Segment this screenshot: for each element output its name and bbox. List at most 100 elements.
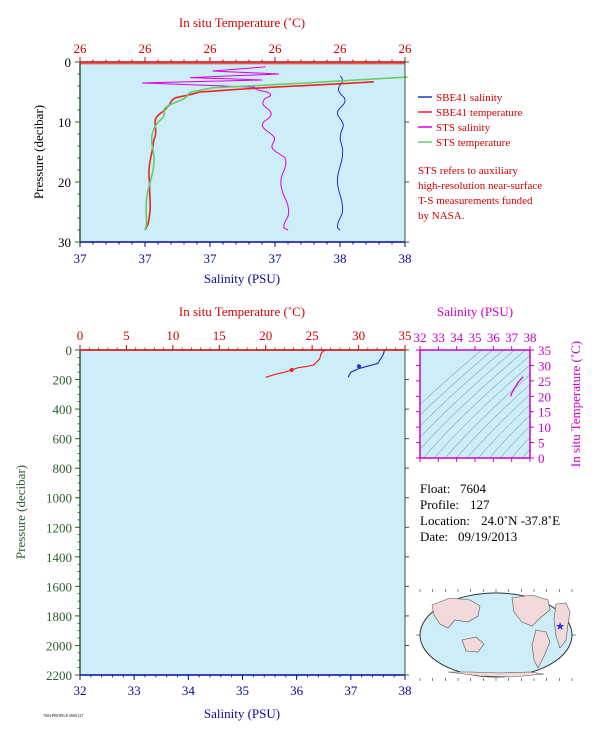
ts-sal-tick-label: 34 [450, 330, 464, 345]
full-profile-pressure-tick-label: 400 [53, 402, 73, 417]
ts-temp-tick-label: 20 [538, 389, 551, 404]
map-ticks [416, 589, 576, 681]
full-profile-sal-tick-label: 36 [290, 683, 304, 698]
map-land-north-america [511, 594, 551, 627]
near-surface-pressure-tick-label: 30 [58, 235, 71, 250]
float-label: Float: [420, 481, 450, 496]
ts-series-profile [510, 376, 524, 397]
ts-density-contour [420, 350, 483, 406]
near-surface-sal-tick-label: 37 [269, 251, 283, 266]
full-profile-pressure-tick-label: 2200 [46, 668, 72, 683]
near-surface-sal-axis-title: Salinity (PSU) [204, 271, 280, 286]
ts-density-contour [433, 364, 530, 458]
near-surface-sal-tick-label: 38 [399, 251, 412, 266]
ts-density-contours [420, 343, 601, 468]
ts-density-contour [499, 425, 530, 458]
ts-sal-tick-label: 33 [432, 330, 445, 345]
ts-density-contour [510, 436, 530, 458]
near-surface-sal-tick-label: 37 [74, 251, 88, 266]
sts-note-line-4: by NASA. [418, 210, 465, 222]
ts-density-contour [420, 350, 505, 427]
near-surface-temp-tick-label: 26 [334, 41, 348, 56]
near-surface-pressure-tick-label: 20 [58, 175, 71, 190]
near-surface-pressure-tick-label: 0 [65, 55, 72, 70]
ts-sal-tick-label: 36 [487, 330, 501, 345]
date-label: Date: [420, 529, 448, 544]
ts-sal-tick-label: 38 [524, 330, 537, 345]
sts-note-line-3: T-S measurements funded [418, 195, 533, 207]
full-profile-plot-area [80, 350, 405, 675]
legend-entry-label: STS temperature [436, 137, 510, 149]
near-surface-temp-tick-label: 26 [269, 41, 283, 56]
near-surface-temp-tick-label: 26 [399, 41, 413, 56]
full-profile-temp-tick-label: 5 [123, 328, 130, 343]
near-surface-series [142, 66, 408, 231]
near-surface-sal-tick-label: 37 [204, 251, 218, 266]
full-profile-temp-axis-title: In situ Temperature (˚C) [179, 304, 305, 319]
near-surface-temp-axis-title: In situ Temperature (˚C) [179, 15, 305, 30]
float-info: Float: 7604 Profile: 127 Location: 24.0˚… [420, 481, 560, 544]
ts-temp-tick-label: 25 [538, 374, 551, 389]
full-profile-temp-tick-label: 35 [399, 328, 412, 343]
ts-density-contour [420, 350, 516, 438]
full-profile-series-salinity [347, 350, 385, 378]
sts-note: STS refers to auxiliary high-resolution … [418, 165, 542, 222]
full-profile-temp-tick-label: 20 [259, 328, 272, 343]
near-surface-sal-tick-label: 37 [139, 251, 153, 266]
full-profile-pressure-tick-label: 600 [53, 432, 73, 447]
map-land-asia [431, 597, 481, 629]
full-profile-pressure-tick-label: 0 [66, 343, 73, 358]
full-profile-temp-tick-label: 30 [352, 328, 365, 343]
ts-sal-tick-label: 37 [505, 330, 519, 345]
near-surface-series-sbe41-salinity [336, 75, 346, 231]
full-profile-pressure-tick-label: 1400 [46, 550, 72, 565]
full-profile-sal-tick-label: 37 [344, 683, 358, 698]
full-profile-series [265, 350, 385, 378]
profile-value: 127 [470, 497, 490, 512]
location-label: Location: [420, 513, 470, 528]
full-profile-panel: 0 5 10 15 20 25 30 35 32 33 34 35 36 37 38 0 200 400 600 80… [13, 304, 412, 721]
full-profile-pressure-axis-title: Pressure (decibar) [13, 465, 28, 559]
near-surface-series-sts-temperature [144, 76, 408, 231]
near-surface-ticks: 26 37 26 37 26 37 26 37 26 38 26 38 0 10 20 30 [58, 41, 412, 266]
full-profile-temp-tick-label: 25 [306, 328, 319, 343]
ts-density-contour [422, 355, 530, 458]
legend: SBE41 salinity SBE41 temperature STS salin… [418, 92, 523, 149]
full-profile-pressure-tick-label: 200 [53, 373, 73, 388]
full-profile-marker [289, 367, 294, 372]
legend-entry-label: SBE41 temperature [436, 107, 523, 119]
world-map: ★ [416, 589, 576, 681]
float-location-star-icon: ★ [555, 621, 565, 633]
full-profile-marker [356, 364, 361, 369]
full-profile-sal-axis-title: Salinity (PSU) [204, 706, 280, 721]
full-profile-series-temperature [265, 350, 325, 378]
legend-entry-label: STS salinity [436, 122, 491, 134]
ts-temp-tick-label: 0 [538, 451, 545, 466]
ts-density-contour [525, 343, 601, 468]
sts-note-line-1: STS refers to auxiliary [418, 165, 518, 177]
float-value: 7604 [460, 481, 487, 496]
full-profile-pressure-tick-label: 1800 [46, 609, 72, 624]
ts-temp-tick-label: 15 [538, 405, 551, 420]
ts-density-contour [455, 384, 530, 458]
near-surface-pressure-tick-label: 10 [58, 115, 71, 130]
ts-density-contour [477, 404, 530, 458]
ts-density-contour [521, 448, 530, 458]
full-profile-temp-tick-label: 0 [77, 328, 84, 343]
ts-temp-tick-label: 10 [538, 420, 551, 435]
full-profile-sal-tick-label: 33 [128, 683, 141, 698]
near-surface-temp-tick-label: 26 [139, 41, 153, 56]
location-value: 24.0˚N -37.8˚E [481, 513, 560, 528]
sts-note-line-2: high-resolution near-surface [418, 180, 542, 192]
map-land-europe-africa [553, 602, 571, 649]
ts-temp-tick-label: 30 [538, 358, 551, 373]
profile-label: Profile: [420, 497, 459, 512]
ts-temp-tick-label: 5 [538, 436, 545, 451]
ts-series [510, 376, 524, 397]
ts-density-contour [488, 414, 530, 458]
near-surface-panel: 26 37 26 37 26 37 26 37 26 38 26 38 0 10 20 30 In situ … [31, 15, 412, 286]
full-profile-pressure-tick-label: 800 [53, 461, 73, 476]
